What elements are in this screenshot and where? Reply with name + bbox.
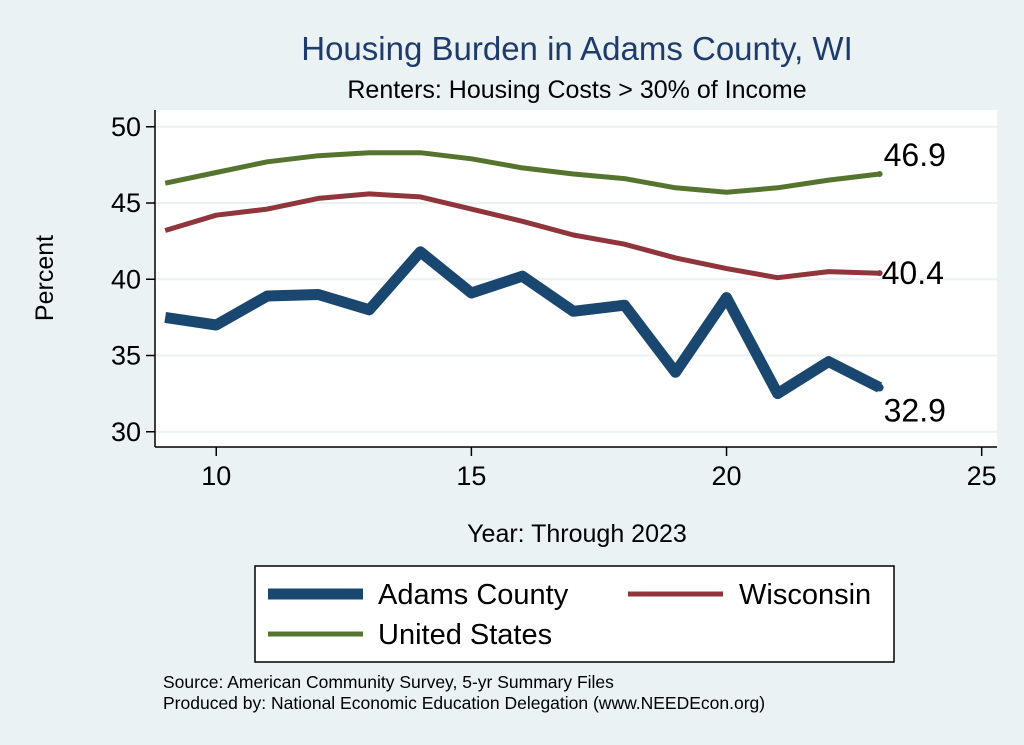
series-lines [164,150,884,400]
end-point-united-states [876,171,883,178]
x-tick-label-15: 15 [456,461,486,491]
chart-title: Housing Burden in Adams County, WI [301,30,853,67]
end-label-adams-county: 32.9 [884,393,946,429]
series-line-wisconsin [164,191,880,281]
end-labels: 32.9 40.4 46.9 [882,137,946,428]
chart-subtitle: Renters: Housing Costs > 30% of Income [347,76,806,104]
legend: Adams County Wisconsin United States [254,565,895,663]
x-tick-label-25: 25 [967,461,997,491]
end-label-wisconsin: 40.4 [882,255,944,291]
series-line-adams-county [164,246,883,400]
end-point-adams-county [875,383,884,392]
series-line-united-states [164,150,880,195]
legend-label-adams-county: Adams County [378,579,569,611]
legend-label-united-states: United States [378,619,552,651]
y-tick-label-30: 30 [111,417,141,447]
end-label-united-states: 46.9 [884,137,946,173]
y-tick-label-40: 40 [111,264,141,294]
legend-label-wisconsin: Wisconsin [739,579,871,611]
source-note: Source: American Community Survey, 5-yr … [163,672,614,692]
y-tick-label-50: 50 [111,112,141,142]
y-axis-title: Percent [31,235,59,321]
end-point-wisconsin [876,270,883,277]
legend-box [254,565,895,663]
axes: 30 35 40 45 50 10 15 20 25 [111,110,997,491]
y-tick-label-35: 35 [111,341,141,371]
x-axis-title: Year: Through 2023 [467,520,687,548]
x-tick-label-10: 10 [201,461,231,491]
produced-by-note: Produced by: National Economic Education… [163,693,765,713]
y-tick-label-45: 45 [111,188,141,218]
x-tick-label-20: 20 [712,461,742,491]
